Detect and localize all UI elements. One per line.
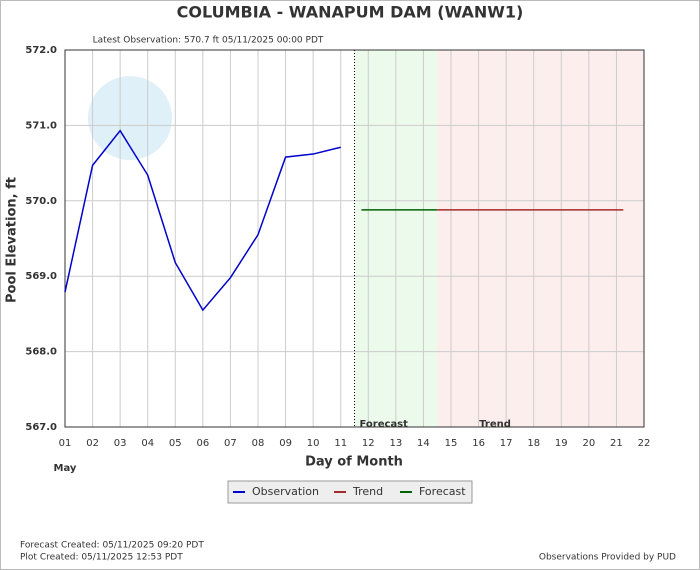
x-tick-label: 10 [307,438,320,449]
x-tick-label: 02 [86,438,99,449]
y-tick-label: 569.0 [25,271,57,282]
x-tick-label: 21 [610,438,623,449]
x-tick-label: 18 [527,438,540,449]
chart-title: COLUMBIA - WANAPUM DAM (WANW1) [177,3,524,22]
x-tick-label: 06 [196,438,209,449]
x-axis-label: Day of Month [305,455,403,470]
x-tick-label: 22 [638,438,651,449]
x-tick-label: 15 [445,438,458,449]
y-tick-label: 571.0 [25,120,57,131]
legend-label: Trend [352,485,383,498]
y-tick-label: 572.0 [25,45,57,56]
x-tick-label: 08 [252,438,265,449]
logo [88,76,172,160]
y-tick-label: 567.0 [25,422,57,433]
x-tick-label: 14 [417,438,430,449]
x-tick-label: 07 [224,438,237,449]
legend-box [227,480,473,504]
x-tick-label: 17 [500,438,513,449]
subtitle: Latest Observation: 570.7 ft 05/11/2025 … [93,36,324,46]
region-label: Trend [479,419,511,430]
x-tick-label: 16 [472,438,485,449]
note: Plot Created: 05/11/2025 12:53 PDT [20,553,183,563]
y-axis-label: Pool Elevation, ft [5,177,20,303]
x-tick-label: 13 [389,438,402,449]
x-sublabel: May [54,463,77,474]
legend-label: Observation [252,485,319,498]
series-line [64,129,341,312]
note: Forecast Created: 05/11/2025 09:20 PDT [20,541,204,551]
x-tick-label: 01 [59,438,72,449]
credit: Observations Provided by PUD [539,553,676,563]
region-label: Forecast [360,419,409,430]
legend-label: Forecast [419,485,466,498]
x-tick-label: 11 [334,438,347,449]
x-tick-label: 12 [362,438,375,449]
y-tick-label: 568.0 [25,347,57,358]
x-tick-label: 20 [582,438,595,449]
x-tick-label: 19 [555,438,568,449]
region [437,50,644,427]
x-tick-label: 03 [114,438,127,449]
y-tick-label: 570.0 [25,196,57,207]
x-tick-label: 09 [279,438,292,449]
x-tick-label: 05 [169,438,182,449]
x-tick-label: 04 [141,438,154,449]
